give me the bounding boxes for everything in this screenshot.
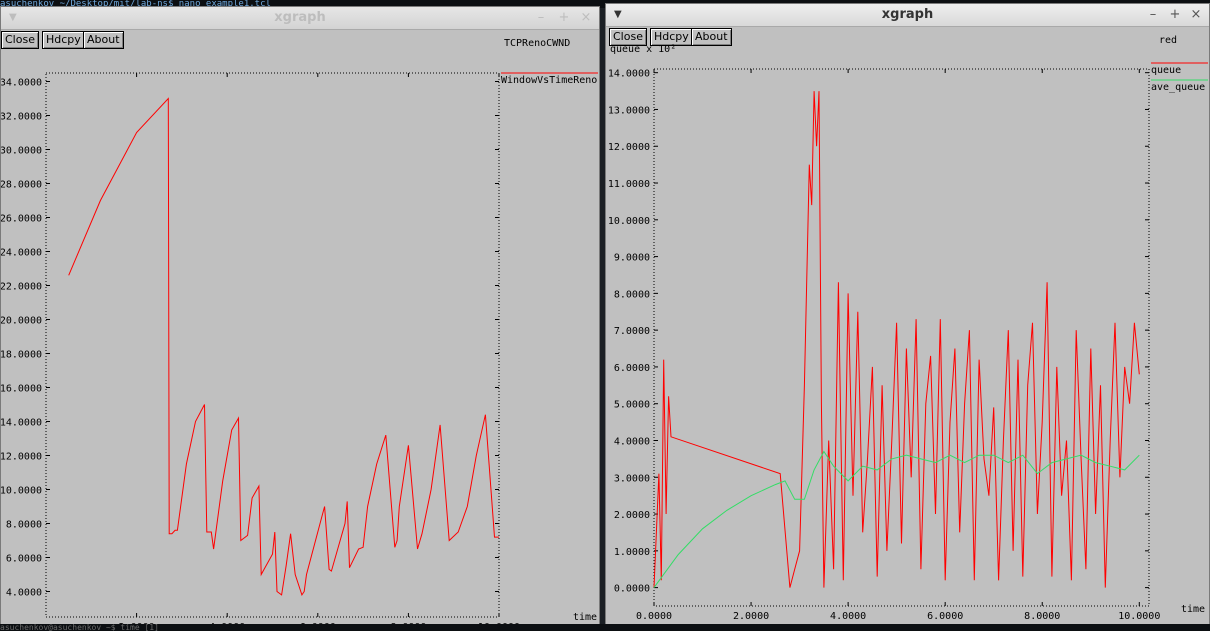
y-tick-label: 4.0000 — [614, 436, 650, 447]
window-menu-icon[interactable]: ▼ — [9, 12, 17, 23]
y-tick-label: 10.0000 — [608, 216, 650, 227]
y-tick-label: 16.0000 — [1, 384, 42, 395]
hdcpy-button[interactable]: Hdcpy — [650, 28, 693, 46]
plot-title: TCPRenoCWND — [504, 38, 571, 49]
y-tick-label: 8.0000 — [6, 520, 42, 531]
x-tick-label: 6.0000 — [300, 622, 336, 625]
x-axis-label: time — [573, 612, 597, 623]
x-tick-label: 4.0000 — [209, 622, 245, 625]
y-tick-label: 12.0000 — [608, 142, 650, 153]
maximize-icon[interactable]: + — [1169, 7, 1181, 22]
close-button[interactable]: Close — [609, 28, 647, 46]
x-tick-label: 10.0000 — [1118, 611, 1160, 622]
close-icon[interactable]: × — [580, 10, 592, 25]
y-tick-label: 2.0000 — [614, 510, 650, 521]
y-tick-label: 12.0000 — [1, 452, 42, 463]
window-title: xgraph — [274, 10, 326, 25]
y-tick-label: 10.0000 — [1, 486, 42, 497]
close-icon[interactable]: × — [1190, 7, 1202, 22]
y-tick-label: 30.0000 — [1, 146, 42, 157]
x-tick-label: 0.0000 — [636, 611, 672, 622]
x-tick-label: 8.0000 — [390, 622, 426, 625]
y-tick-label: 13.0000 — [608, 105, 650, 116]
xgraph-window-cwnd: ▼ xgraph – + × Close Hdcpy About TCPReno… — [0, 6, 600, 626]
y-tick-label: 11.0000 — [608, 179, 650, 190]
series-line-ave_queue — [653, 450, 1140, 588]
plot-title: red — [1159, 35, 1178, 46]
close-button[interactable]: Close — [1, 31, 39, 49]
y-tick-label: 28.0000 — [1, 180, 42, 191]
x-tick-label: 8.0000 — [1024, 611, 1060, 622]
window-title: xgraph — [881, 7, 934, 22]
legend-label: queue — [1151, 65, 1181, 76]
legend-label: ave_queue — [1151, 82, 1205, 93]
minimize-icon[interactable]: – — [537, 10, 545, 25]
window-menu-icon[interactable]: ▼ — [614, 9, 622, 20]
x-tick-label: 2.0000 — [119, 622, 155, 625]
queue-chart: 0.0000 1.0000 2.0000 3.0000 4.0000 5.0000 6.00… — [608, 44, 1208, 622]
xgraph-window-red: ▼ xgraph – + × Close Hdcpy About red 0.0… — [605, 3, 1210, 628]
y-tick-label: 6.0000 — [614, 363, 650, 374]
window-titlebar[interactable]: ▼ xgraph – + × — [606, 4, 1209, 27]
x-tick-label: 6.0000 — [927, 611, 963, 622]
minimize-icon[interactable]: – — [1149, 7, 1157, 22]
y-axis-label: queue x 10² — [610, 44, 676, 55]
x-axis-label: time — [1181, 604, 1205, 615]
series-line-queue — [653, 91, 1140, 588]
cwnd-chart: 4.0000 6.0000 8.0000 10.0000 12.0000 14.0000 1… — [1, 72, 598, 625]
terminal-prompt-bottom: asuchenkov@asuchenkov ~$ time [1] — [0, 624, 1210, 631]
x-tick-label: 4.0000 — [830, 611, 866, 622]
y-tick-label: 20.0000 — [1, 316, 42, 327]
y-tick-label: 22.0000 — [1, 282, 42, 293]
x-tick-label: 10.0000 — [478, 622, 520, 625]
y-tick-label: 32.0000 — [1, 112, 42, 123]
maximize-icon[interactable]: + — [558, 10, 570, 25]
y-tick-label: 34.0000 — [1, 78, 42, 89]
y-tick-label: 7.0000 — [614, 326, 650, 337]
y-tick-label: 6.0000 — [6, 554, 42, 565]
window-titlebar[interactable]: ▼ xgraph – + × — [1, 7, 599, 30]
y-tick-label: 9.0000 — [614, 253, 650, 264]
y-tick-label: 3.0000 — [614, 473, 650, 484]
y-tick-label: 26.0000 — [1, 214, 42, 225]
legend-label: WindowVsTimeReno — [501, 75, 597, 86]
plot-frame — [45, 72, 500, 618]
y-tick-label: 1.0000 — [614, 547, 650, 558]
y-tick-label: 14.0000 — [1, 418, 42, 429]
about-button[interactable]: About — [691, 28, 732, 46]
y-tick-label: 24.0000 — [1, 248, 42, 259]
y-tick-label: 18.0000 — [1, 350, 42, 361]
y-tick-label: 5.0000 — [614, 400, 650, 411]
series-line-WindowVsTimeReno — [68, 97, 499, 597]
x-tick-label: 2.0000 — [733, 611, 769, 622]
about-button[interactable]: About — [83, 31, 124, 49]
y-tick-label: 0.0000 — [614, 584, 650, 595]
y-tick-label: 8.0000 — [614, 289, 650, 300]
y-tick-label: 4.0000 — [6, 588, 42, 599]
y-tick-label: 14.0000 — [608, 69, 650, 80]
